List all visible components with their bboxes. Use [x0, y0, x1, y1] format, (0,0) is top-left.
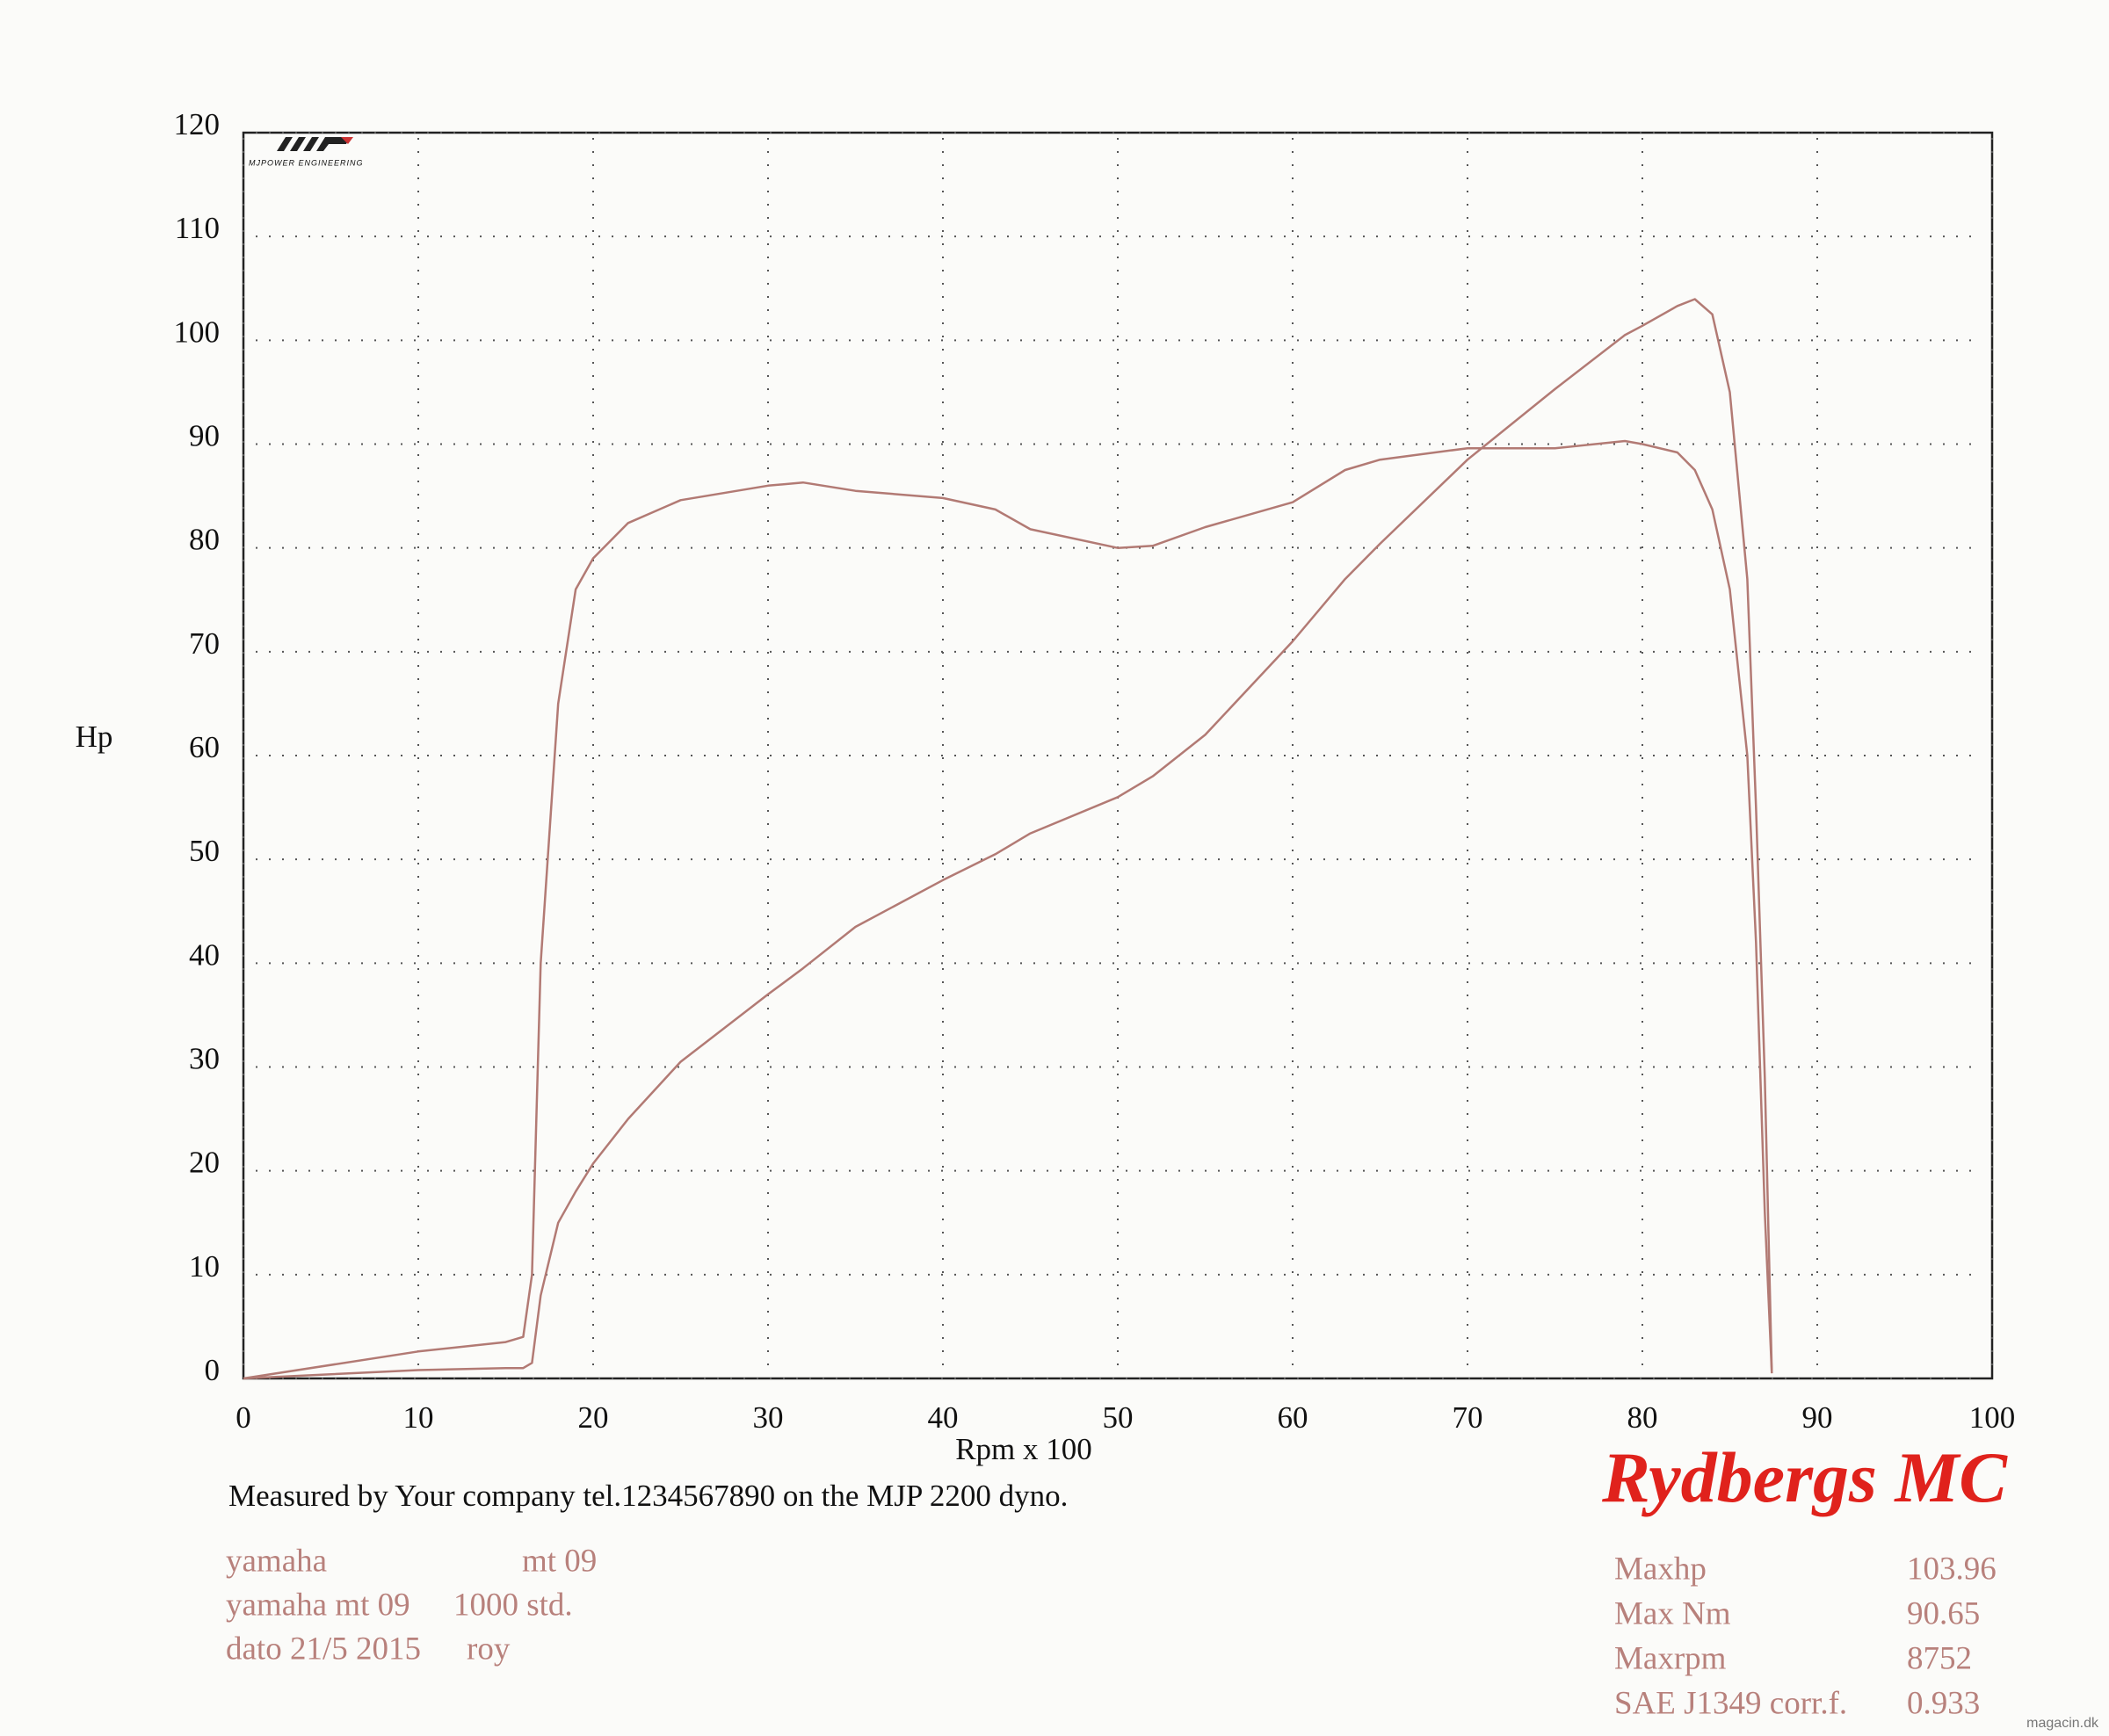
curve: [243, 298, 1773, 1380]
x-tick-label: 50: [1103, 1400, 1134, 1435]
vehicle-info: yamaha: [226, 1543, 327, 1579]
y-tick-label: 90: [189, 419, 220, 453]
y-tick-label: 0: [205, 1353, 221, 1387]
y-tick-label: 20: [189, 1146, 220, 1180]
footer: Measured by Your company tel.1234567890 …: [228, 1479, 1068, 1513]
x-tick-label: 20: [578, 1400, 609, 1435]
x-tick-label: 40: [928, 1400, 959, 1435]
vehicle-info: dato 21/5 2015: [226, 1631, 421, 1667]
x-tick-label: 30: [753, 1400, 784, 1435]
logo: MJPOWER ENGINEERING: [249, 137, 364, 167]
y-axis-label: Hp: [76, 720, 113, 754]
stat-value: 8752: [1907, 1640, 1972, 1676]
y-tick-label: 30: [189, 1042, 220, 1076]
x-tick-label: 10: [403, 1400, 434, 1435]
watermark: magacin.dk: [2026, 1716, 2099, 1731]
x-tick-label: 0: [236, 1400, 251, 1435]
x-tick-label: 90: [1802, 1400, 1833, 1435]
logo-mark: [277, 137, 350, 151]
x-tick-label: 100: [1969, 1400, 2016, 1435]
y-tick-label: 70: [189, 626, 220, 661]
y-tick-label: 110: [175, 211, 220, 245]
y-tick-label: 60: [189, 730, 220, 764]
logo-text: MJPOWER ENGINEERING: [249, 158, 364, 167]
curve: [243, 439, 1773, 1380]
x-tick-label: 80: [1627, 1400, 1658, 1435]
vehicle-info: roy: [467, 1631, 511, 1667]
stat-label: Max Nm: [1614, 1595, 1731, 1631]
stat-label: Maxhp: [1614, 1551, 1707, 1587]
vehicle-info: 1000 std.: [453, 1587, 573, 1623]
y-tick-label: 100: [174, 315, 221, 349]
stat-value: 103.96: [1907, 1551, 1997, 1587]
plot-border: [242, 131, 1994, 1380]
y-tick-label: 10: [189, 1249, 220, 1284]
x-tick-label: 70: [1453, 1400, 1483, 1435]
y-tick-label: 40: [189, 937, 220, 972]
brand: Rydbergs MC: [1601, 1437, 2008, 1517]
x-axis-label: Rpm x 100: [955, 1432, 1092, 1466]
y-tick-label: 50: [189, 834, 220, 868]
stat-value: 90.65: [1907, 1595, 1980, 1631]
logo-accent: [341, 137, 353, 144]
stat-label: SAE J1349 corr.f.: [1614, 1685, 1847, 1721]
vehicle-info: mt 09: [522, 1543, 597, 1579]
y-tick-label: 120: [174, 107, 221, 141]
vehicle-info: yamaha mt 09: [226, 1587, 410, 1623]
stat-label: Maxrpm: [1614, 1640, 1727, 1676]
stat-value: 0.933: [1907, 1685, 1980, 1721]
y-tick-label: 80: [189, 523, 220, 557]
x-tick-label: 60: [1278, 1400, 1308, 1435]
